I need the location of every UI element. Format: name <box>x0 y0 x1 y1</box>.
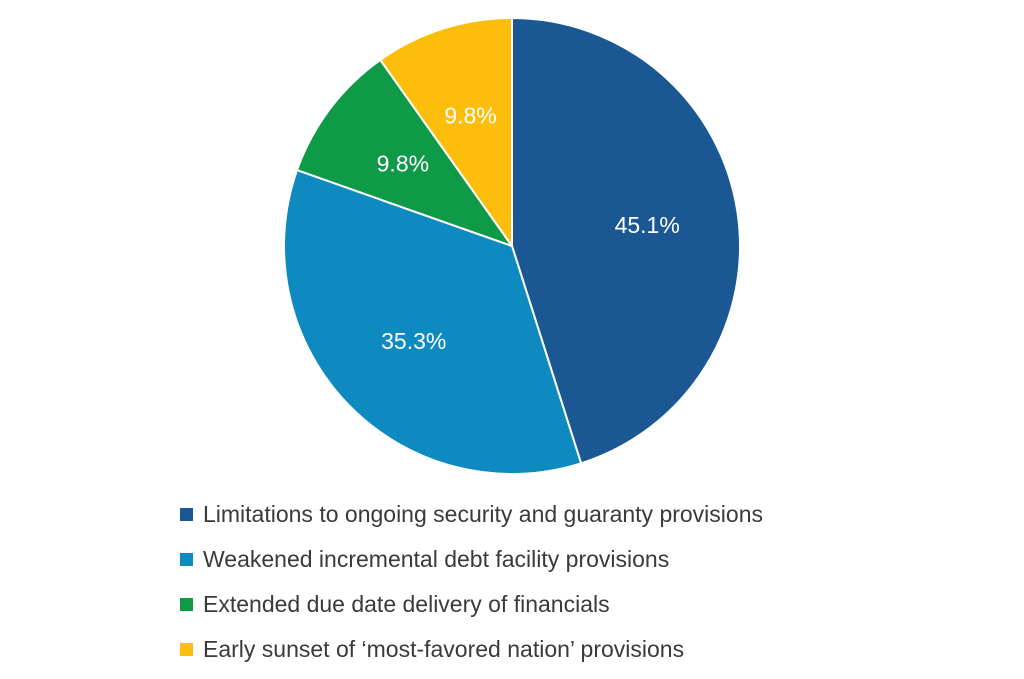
legend-label: Early sunset of ‘most-favored nation’ pr… <box>203 636 685 662</box>
legend-label: Weakened incremental debt facility provi… <box>203 546 670 572</box>
pie-slice-weakened-incremental-debt-facility-provisions <box>283 169 583 475</box>
legend-label: Limitations to ongoing security and guar… <box>203 501 763 527</box>
slice-value-label: 9.8% <box>444 103 496 129</box>
legend-item: Limitations to ongoing security and guar… <box>180 492 763 537</box>
slice-value-label: 9.8% <box>377 151 429 177</box>
legend-item: Early sunset of ‘most-favored nation’ pr… <box>180 627 763 672</box>
slice-value-label: 35.3% <box>381 328 446 354</box>
pie-slice-limitations-to-ongoing-security-and-guaranty-provisions <box>511 17 741 465</box>
chart-legend: Limitations to ongoing security and guar… <box>180 492 763 672</box>
pie-slice-extended-due-date-delivery-of-financials <box>295 58 513 247</box>
pie-slice-labels: 45.1% 35.3% 9.8% 9.8% <box>377 103 680 355</box>
legend-swatch <box>180 598 193 611</box>
slice-value-label: 45.1% <box>615 212 680 238</box>
pie-slice-early-sunset-of-most-favored-nation-provisions <box>379 17 513 247</box>
legend-item: Extended due date delivery of financials <box>180 582 763 627</box>
legend-swatch <box>180 508 193 521</box>
legend-swatch <box>180 553 193 566</box>
legend-label: Extended due date delivery of financials <box>203 591 610 617</box>
legend-swatch <box>180 643 193 656</box>
pie-chart: 45.1% 35.3% 9.8% 9.8% <box>283 17 741 475</box>
pie-slices <box>283 17 741 475</box>
legend-item: Weakened incremental debt facility provi… <box>180 537 763 582</box>
